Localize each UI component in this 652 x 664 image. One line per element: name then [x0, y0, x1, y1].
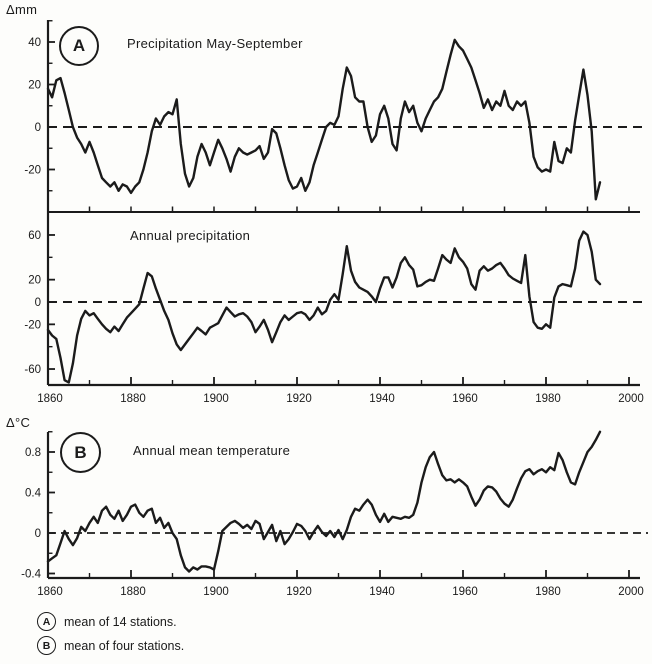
x-tick-label: 1980 [535, 393, 561, 405]
footnotes: A mean of 14 stations. B mean of four st… [37, 612, 184, 655]
chart-panel-a: 40 20 0 -20 [24, 20, 648, 212]
chart-panel-annual-precipitation: 60 20 0 -20 -60 1860 1880 1900 1920 1940 1960 1980 2… [24, 206, 648, 405]
x-tick-label: 1980 [535, 586, 561, 598]
y-tick-label: -20 [24, 319, 41, 331]
y-tick-label: 0 [35, 528, 41, 540]
x-tick-label: 1940 [369, 393, 395, 405]
panel-a-badge: A [59, 26, 99, 66]
footnote-a-text: mean of 14 stations. [64, 614, 177, 629]
footnote-a: A mean of 14 stations. [37, 612, 184, 631]
y-tick-label: 0.8 [25, 447, 41, 459]
chart-annual-precipitation-title: Annual precipitation [130, 228, 251, 243]
footnote-b-marker: B [37, 636, 56, 655]
chart-b-title: Annual mean temperature [133, 443, 291, 458]
y-tick-label: 0 [35, 297, 41, 309]
y-tick-label: 20 [28, 80, 41, 92]
footnote-b-text: mean of four stations. [64, 638, 185, 653]
y-tick-label: -60 [24, 364, 41, 376]
y-tick-label: 0 [35, 122, 41, 134]
footnote-b: B mean of four stations. [37, 636, 184, 655]
data-line [46, 230, 602, 384]
x-tick-label: 1880 [120, 393, 146, 405]
chart-panel-b: 0.8 0.4 0 -0.4 1860 1880 1900 1920 1940 1960 1980 2… [21, 430, 648, 598]
x-tick-label: 1860 [37, 393, 63, 405]
y-tick-label: 40 [28, 37, 41, 49]
y-tick-label: -20 [24, 165, 41, 177]
y-tick-label: 0.4 [25, 488, 42, 500]
x-tick-label: 1860 [37, 586, 63, 598]
x-tick-label: 1920 [286, 393, 312, 405]
x-tick-label: 1940 [369, 586, 395, 598]
y-tick-label: -0.4 [21, 569, 41, 581]
panel-b-badge: B [60, 432, 101, 473]
footnote-a-marker: A [37, 612, 56, 631]
x-tick-label: 2000 [618, 393, 644, 405]
x-tick-label: 1900 [203, 393, 229, 405]
x-tick-label: 1960 [452, 586, 478, 598]
data-line [46, 38, 602, 201]
y-tick-label: 60 [28, 230, 41, 242]
y-tick-label: 20 [28, 275, 41, 287]
y-axis-unit-label-bottom: Δ°C [6, 415, 31, 430]
x-tick-label: 1960 [452, 393, 478, 405]
data-line [46, 430, 602, 573]
x-tick-label: 1880 [120, 586, 146, 598]
y-axis-unit-label-top: Δmm [6, 2, 38, 17]
x-tick-label: 1900 [203, 586, 229, 598]
panel-b-letter: B [74, 442, 87, 462]
panel-a-letter: A [72, 36, 86, 55]
chart-a-title: Precipitation May-September [127, 36, 303, 51]
x-tick-label: 1920 [286, 586, 312, 598]
x-tick-label: 2000 [618, 586, 644, 598]
